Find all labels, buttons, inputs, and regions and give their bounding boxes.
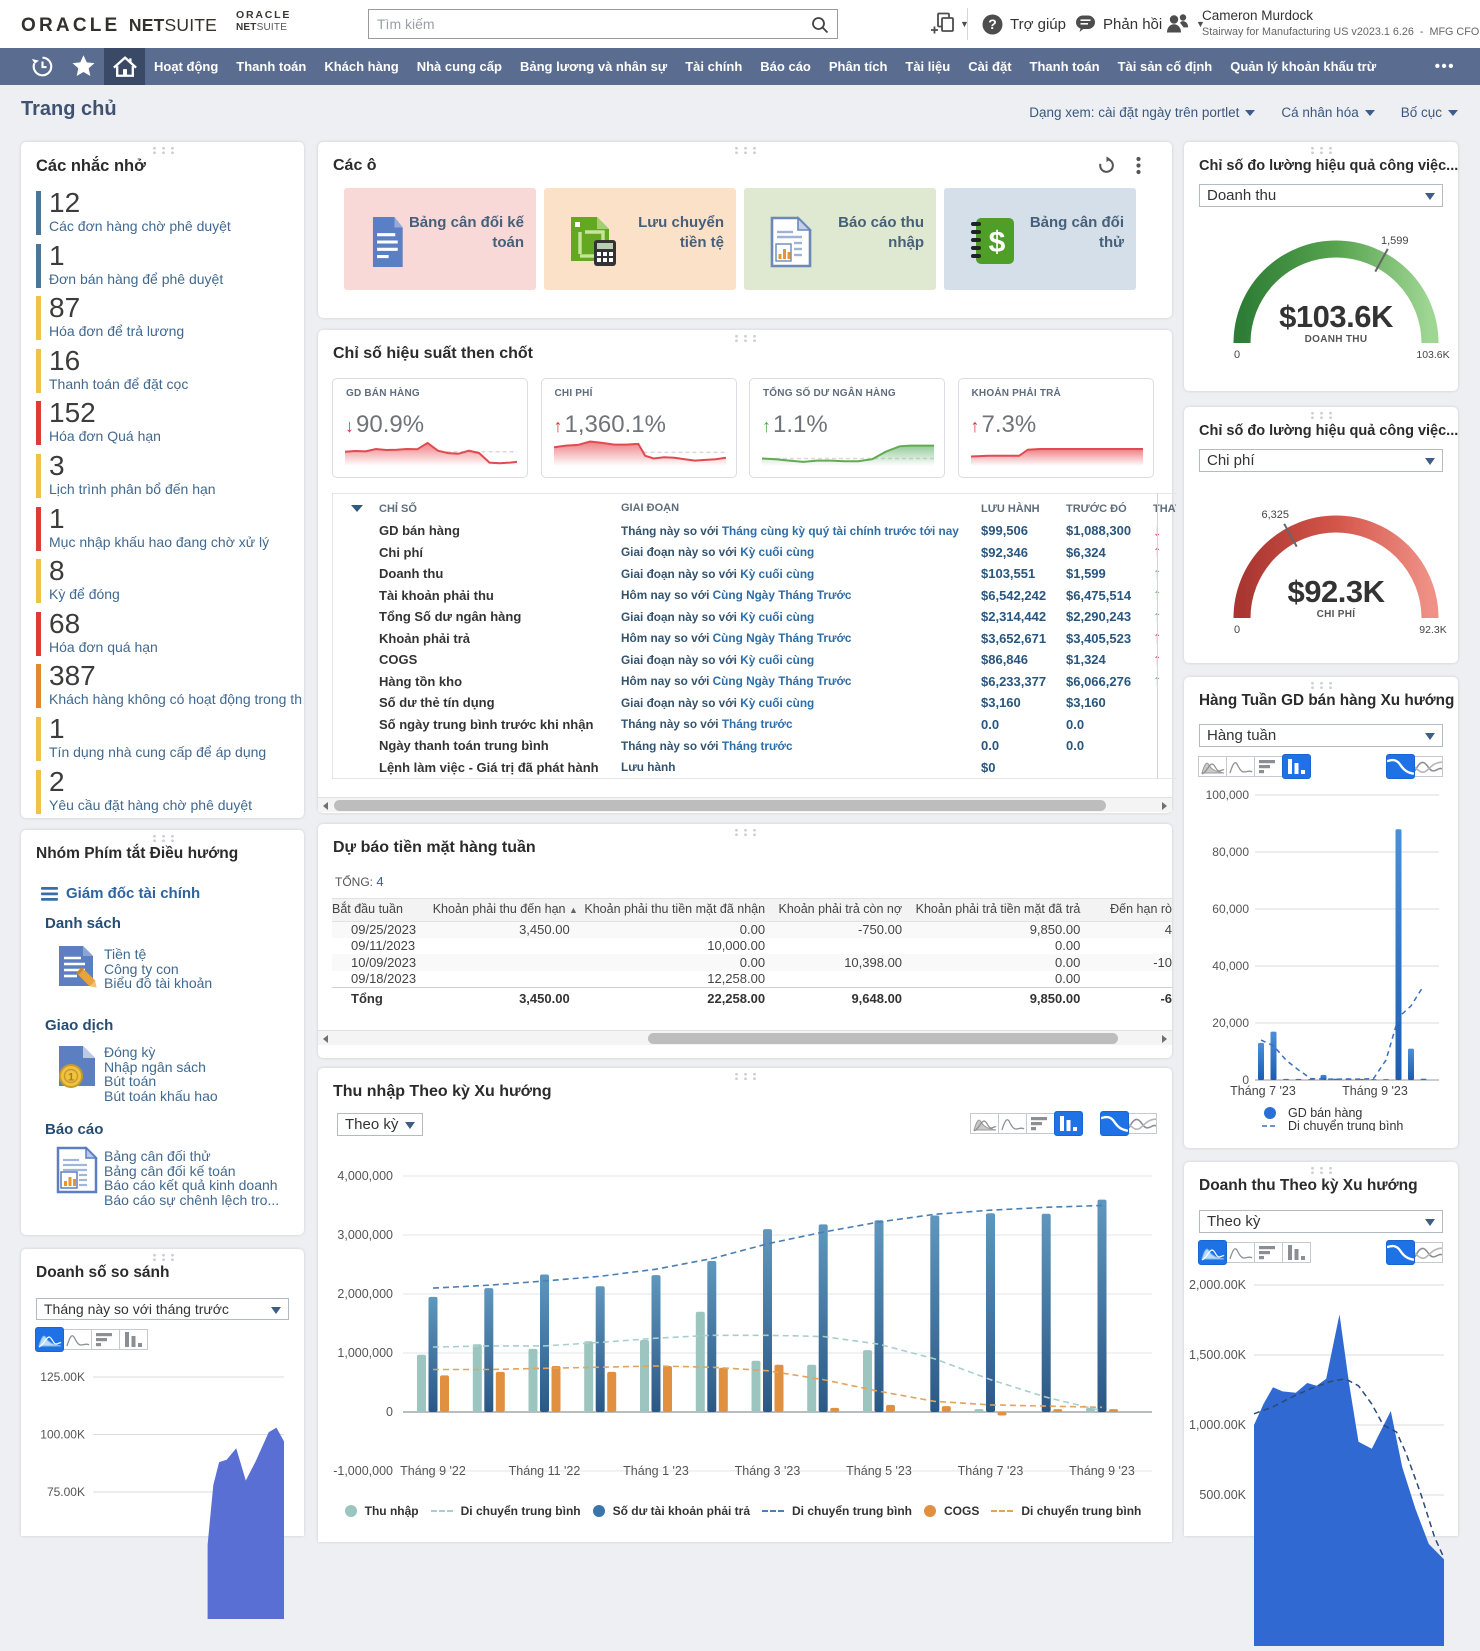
svg-text:DOANH THU: DOANH THU: [1305, 334, 1368, 345]
svg-text:GD bán hàng: GD bán hàng: [1288, 1106, 1362, 1120]
svg-text:6,325: 6,325: [1261, 509, 1289, 521]
svg-text:92.3K: 92.3K: [1419, 624, 1446, 636]
svg-text:100,000: 100,000: [1206, 788, 1250, 802]
svg-text:103.6K: 103.6K: [1416, 349, 1449, 361]
svg-text:Tháng 5 '23: Tháng 5 '23: [846, 1464, 912, 1478]
svg-text:Tháng 3 '23: Tháng 3 '23: [735, 1464, 801, 1478]
svg-text:Tháng 1 '23: Tháng 1 '23: [623, 1464, 689, 1478]
svg-text:1,500.00K: 1,500.00K: [1189, 1348, 1247, 1362]
svg-text:125.00K: 125.00K: [40, 1370, 85, 1384]
svg-text:0: 0: [1242, 1073, 1249, 1087]
svg-text:Di chuyển trung bình: Di chuyển trung bình: [1288, 1119, 1403, 1131]
svg-text:CHI PHÍ: CHI PHÍ: [1317, 607, 1356, 620]
svg-text:Tháng 9 '23: Tháng 9 '23: [1342, 1084, 1408, 1098]
svg-text:0: 0: [1234, 624, 1240, 636]
svg-text:Tháng 7 '23: Tháng 7 '23: [1230, 1084, 1296, 1098]
svg-text:Tháng 11 '22: Tháng 11 '22: [509, 1464, 581, 1478]
svg-text:Tháng 7 '23: Tháng 7 '23: [958, 1464, 1024, 1478]
svg-text:1,000.00K: 1,000.00K: [1189, 1418, 1247, 1432]
svg-text:0: 0: [1234, 349, 1240, 361]
svg-text:Tháng 9 '23: Tháng 9 '23: [1069, 1464, 1135, 1478]
svg-text:80,000: 80,000: [1212, 845, 1249, 859]
svg-text:Tháng 9 '22: Tháng 9 '22: [400, 1464, 466, 1478]
svg-text:?: ?: [988, 16, 997, 32]
svg-text:$: $: [989, 226, 1006, 259]
svg-text:2,000.00K: 2,000.00K: [1189, 1278, 1247, 1292]
svg-text:1: 1: [68, 1072, 74, 1084]
svg-text:40,000: 40,000: [1212, 959, 1249, 973]
svg-text:500.00K: 500.00K: [1199, 1488, 1246, 1502]
svg-text:20,000: 20,000: [1212, 1016, 1249, 1030]
svg-text:$92.3K: $92.3K: [1288, 574, 1386, 609]
svg-text:75.00K: 75.00K: [47, 1485, 85, 1499]
svg-text:60,000: 60,000: [1212, 902, 1249, 916]
svg-text:100.00K: 100.00K: [40, 1428, 85, 1442]
svg-text:$103.6K: $103.6K: [1279, 299, 1394, 334]
svg-text:1,599: 1,599: [1381, 235, 1409, 247]
